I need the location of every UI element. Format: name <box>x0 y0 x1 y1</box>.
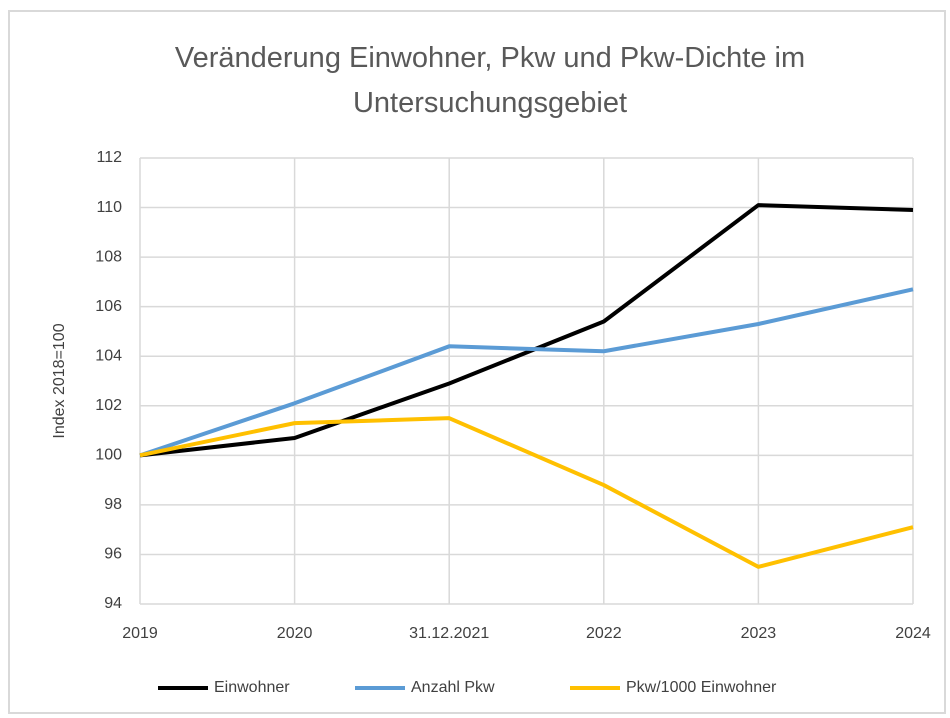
chart-title: Veränderung Einwohner, Pkw und Pkw-Dicht… <box>174 42 806 119</box>
y-axis-label: Index 2018=100 <box>51 323 68 438</box>
y-tick-label: 108 <box>95 248 122 265</box>
y-tick-label: 100 <box>95 447 122 464</box>
y-tick-label: 98 <box>104 496 122 513</box>
legend-label: Anzahl Pkw <box>411 679 495 696</box>
x-tick-label: 2022 <box>586 625 622 642</box>
legend-label: Einwohner <box>214 679 290 696</box>
legend-label: Pkw/1000 Einwohner <box>626 679 777 696</box>
chart-frame <box>8 10 946 714</box>
x-tick-label: 2020 <box>277 625 313 642</box>
x-tick-label: 31.12.2021 <box>409 625 489 642</box>
x-tick-label: 2019 <box>122 625 158 642</box>
y-tick-label: 102 <box>95 397 122 414</box>
y-tick-label: 104 <box>95 347 122 364</box>
y-tick-label: 112 <box>96 149 122 166</box>
y-tick-label: 110 <box>96 199 122 216</box>
x-tick-label: 2024 <box>895 625 931 642</box>
series-line <box>139 287 914 458</box>
y-tick-label: 96 <box>104 546 122 563</box>
y-tick-label: 94 <box>104 595 122 612</box>
y-tick-label: 106 <box>95 298 122 315</box>
series-line <box>139 203 914 458</box>
series-line <box>139 416 914 569</box>
x-tick-label: 2023 <box>741 625 777 642</box>
